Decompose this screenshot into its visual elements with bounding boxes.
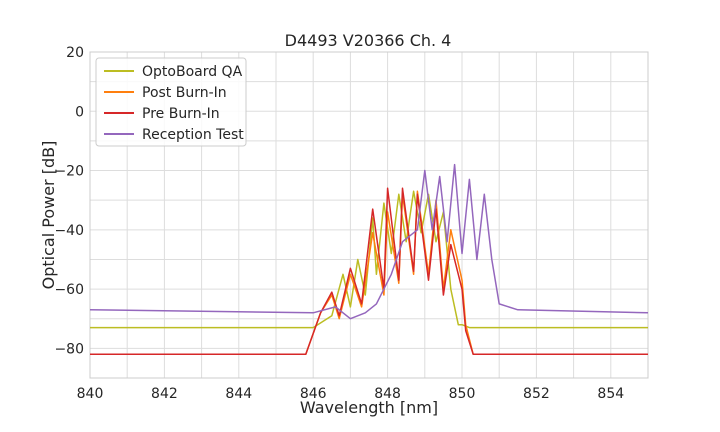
legend: OptoBoard QA Post Burn-In Pre Burn-In Recep…	[95, 57, 247, 147]
x-tick-label: 848	[374, 386, 401, 402]
x-tick-label: 854	[597, 386, 624, 402]
series-line-0	[90, 190, 648, 329]
y-axis-label: Optical Power [dB]	[39, 141, 58, 290]
x-axis-label: Wavelength [nm]	[300, 398, 438, 417]
legend-label-3: Reception Test	[142, 127, 244, 143]
legend-box	[95, 57, 247, 147]
x-tick-label: 850	[449, 386, 476, 402]
legend-label-0: OptoBoard QA	[142, 64, 243, 80]
legend-label-1: Post Burn-In	[142, 85, 227, 101]
y-tick-label: −20	[54, 164, 84, 180]
x-tick-label: 846	[300, 386, 327, 402]
x-axis-ticks: 840 842 844 846 848 850 852 854	[77, 386, 625, 402]
plot-frame	[89, 51, 649, 379]
y-tick-label: −60	[54, 282, 84, 298]
y-axis-ticks: 20 0 −20 −40 −60 −80	[54, 45, 84, 357]
x-tick-label: 840	[77, 386, 104, 402]
chart-title: D4493 V20366 Ch. 4	[285, 31, 452, 50]
y-tick-label: 20	[66, 45, 84, 61]
x-tick-label: 842	[151, 386, 178, 402]
x-tick-label: 844	[225, 386, 252, 402]
series-lines	[89, 163, 649, 356]
series-line-3	[89, 163, 649, 320]
y-tick-label: 0	[75, 104, 84, 120]
y-tick-label: −80	[54, 341, 84, 357]
x-tick-label: 852	[523, 386, 550, 402]
legend-label-2: Pre Burn-In	[142, 106, 220, 122]
series-line-2	[90, 187, 648, 356]
y-tick-label: −40	[54, 223, 84, 239]
